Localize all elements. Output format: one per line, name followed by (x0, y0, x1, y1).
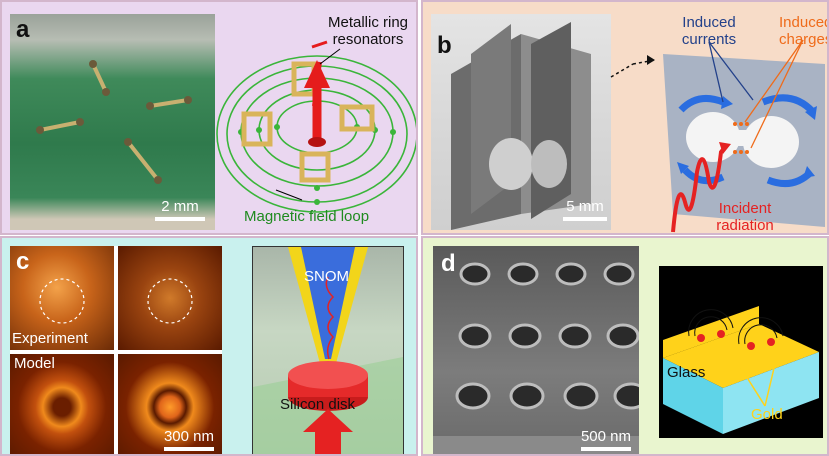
scale-bar-c-line (164, 447, 214, 451)
annotation-incident-radiation-line1: Incident (718, 200, 772, 217)
label-experiment: Experiment (12, 330, 88, 347)
scale-bar-d-text: 500 nm (580, 428, 632, 445)
annotation-induced-currents-line1: Induced (682, 14, 736, 31)
scale-bar-b: 5 mm (555, 198, 615, 221)
annotation-incident-radiation: Incident radiation (709, 200, 781, 234)
scale-bar-d-line (581, 447, 631, 451)
panel-a-photo (10, 14, 215, 230)
annotation-induced-charges-line2: charges (779, 31, 829, 48)
split-rings (241, 61, 375, 183)
annotation-metallic-ring-line2: resonators (332, 31, 404, 48)
panel-d: d 500 nm Glass Gold (421, 236, 829, 456)
map-experiment-2 (118, 246, 222, 350)
annotation-metallic-ring: Metallic ring resonators (318, 14, 416, 48)
scale-bar-b-text: 5 mm (566, 198, 604, 215)
sem-image (433, 246, 639, 454)
label-model: Model (14, 355, 55, 372)
scale-bar-b-line (563, 217, 607, 221)
dashed-disk-outlines (39, 278, 193, 324)
cross-blade-structure (451, 22, 591, 230)
map-model-1 (10, 354, 114, 454)
annotation-glass: Glass (667, 364, 706, 381)
annotation-induced-charges-line1: Induced (779, 14, 829, 31)
map-experiment-1 (10, 246, 114, 350)
panel-label-a: a (16, 16, 30, 43)
panel-c: c Experiment Model 300 nm SNOM Silicon d… (0, 236, 418, 456)
annotation-magnetic-field-loop: Magnetic field loop (244, 208, 370, 225)
panel-b-photo (431, 14, 611, 230)
panel-label-c: c (16, 248, 30, 275)
panel-label-d: d (441, 250, 456, 277)
magnetic-ring-diagram (216, 40, 416, 213)
gold-glass-illustration (659, 266, 823, 438)
map-model-2 (118, 354, 222, 454)
annotation-induced-currents-line2: currents (681, 31, 737, 48)
scale-bar-c-text: 300 nm (163, 428, 215, 445)
annotation-silicon-disk: Silicon disk (280, 396, 356, 413)
scale-bar-a-text: 2 mm (161, 198, 199, 215)
induced-current-diagram (610, 39, 825, 233)
annotation-gold: Gold (751, 406, 783, 423)
snom-maps (10, 246, 222, 454)
annotation-metallic-ring-line1: Metallic ring (327, 14, 409, 31)
panel-label-b: b (437, 32, 452, 59)
annotation-induced-currents: Induced currents (673, 14, 745, 48)
incident-wave (671, 145, 727, 233)
scale-bar-a-line (155, 217, 205, 221)
scale-bar-d: 500 nm (573, 428, 639, 451)
scale-bar-c: 300 nm (156, 428, 222, 451)
panel-b: b 5 mm (421, 0, 829, 235)
scale-bar-a: 2 mm (150, 198, 210, 221)
annotation-induced-charges: Induced charges (779, 14, 829, 48)
annotation-snom: SNOM (304, 268, 349, 285)
annotation-incident-radiation-line2: radiation (716, 217, 774, 234)
resonator-samples (36, 60, 192, 184)
snom-illustration (252, 246, 404, 454)
panel-a: a 2 mm (0, 0, 418, 235)
